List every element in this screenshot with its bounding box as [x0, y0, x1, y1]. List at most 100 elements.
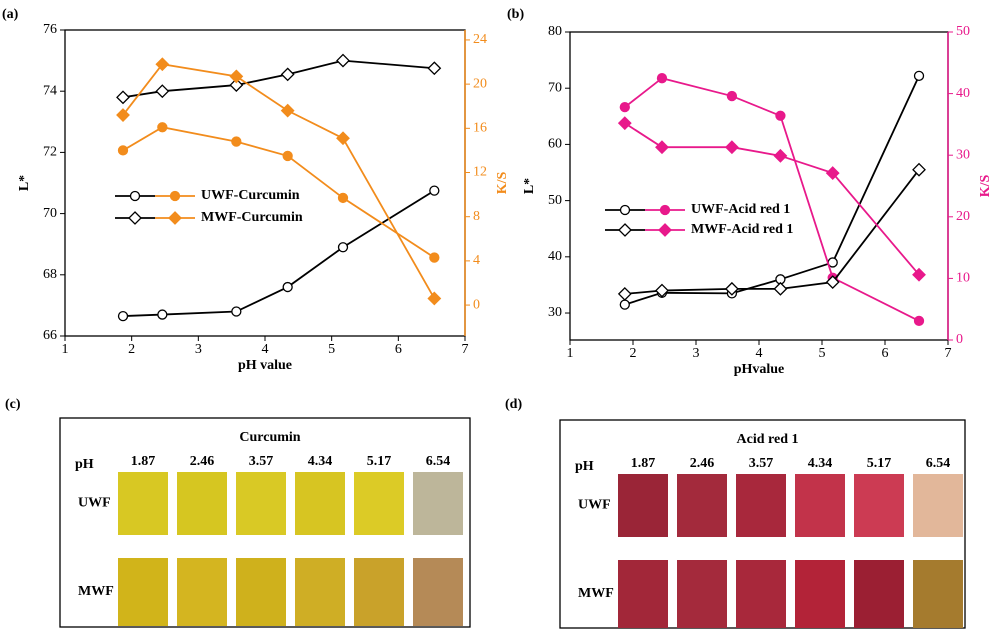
row-label: MWF	[578, 586, 614, 601]
data-point	[427, 61, 442, 76]
swatch	[177, 558, 227, 626]
swatch	[795, 560, 845, 628]
y2-tick-label: 20	[473, 76, 487, 91]
ph-value: 3.57	[749, 456, 774, 471]
data-point	[617, 286, 632, 301]
legend-marker	[129, 190, 141, 202]
y-tick-label: 40	[548, 249, 562, 264]
x-tick-label: 2	[128, 342, 135, 357]
x-tick-label: 1	[567, 346, 574, 361]
series-line	[624, 122, 920, 276]
data-point	[231, 136, 242, 147]
legend-label: MWF-Curcumin	[201, 210, 303, 225]
y-axis-label: L*	[522, 178, 537, 194]
data-point	[336, 53, 350, 68]
x-tick-label: 6	[395, 342, 402, 357]
y-tick-label: 60	[548, 137, 562, 152]
data-point	[229, 78, 244, 92]
swatch	[618, 560, 668, 628]
series-line	[122, 126, 435, 259]
data-point	[280, 103, 295, 118]
y2-tick-label: 16	[473, 121, 487, 136]
data-point	[116, 108, 130, 122]
ph-value: 3.57	[249, 454, 274, 469]
y2-tick-label: 0	[473, 297, 480, 312]
data-point	[655, 283, 669, 298]
data-point	[825, 166, 840, 180]
panel-label: (a)	[2, 7, 19, 22]
legend-marker	[168, 211, 182, 225]
swatch	[177, 472, 227, 535]
y2-tick-label: 50	[956, 24, 970, 39]
data-point	[655, 140, 669, 155]
data-point	[157, 122, 168, 133]
data-point	[429, 252, 440, 263]
series-line	[122, 63, 436, 299]
swatch	[354, 558, 404, 626]
ph-value: 6.54	[426, 454, 451, 469]
legend-marker	[619, 204, 631, 216]
y-tick-label: 70	[43, 206, 57, 221]
row-label: MWF	[78, 584, 114, 599]
legend-label: UWF-Acid red 1	[691, 202, 790, 217]
legend-marker	[618, 223, 632, 237]
x-tick-label: 1	[62, 342, 69, 357]
panel-label: (b)	[507, 7, 524, 22]
swatch	[854, 474, 904, 537]
data-point	[427, 291, 442, 306]
swatch	[118, 558, 168, 626]
data-point	[282, 150, 293, 162]
row-label: UWF	[578, 498, 611, 513]
legend-marker	[128, 211, 142, 225]
swatch	[236, 472, 286, 535]
data-point	[116, 90, 130, 105]
y-tick-label: 50	[548, 193, 562, 208]
swatch	[854, 560, 904, 628]
y2-tick-label: 10	[956, 271, 970, 286]
data-point	[117, 145, 129, 156]
swatch	[413, 472, 463, 535]
x-tick-label: 4	[756, 346, 763, 361]
swatch	[354, 472, 404, 535]
y-tick-label: 70	[548, 80, 562, 95]
ph-value: 4.34	[808, 456, 833, 471]
ph-value: 2.46	[190, 454, 215, 469]
ph-value: 6.54	[926, 456, 951, 471]
swatch	[736, 474, 786, 537]
series-line	[122, 189, 435, 318]
data-point	[775, 110, 786, 121]
legend-label: UWF-Curcumin	[201, 188, 300, 203]
x-tick-label: 4	[262, 342, 269, 357]
data-point	[912, 162, 926, 177]
series-line	[122, 59, 435, 99]
series-line	[624, 77, 920, 322]
y-axis-label: L*	[17, 175, 32, 191]
data-point	[429, 185, 440, 196]
ph-value: 5.17	[367, 454, 392, 469]
x-tick-label: 5	[819, 346, 826, 361]
data-point	[337, 192, 349, 204]
x-axis-label: pHvalue	[734, 362, 785, 377]
ph-value: 1.87	[631, 456, 656, 471]
plot-frame	[64, 29, 466, 337]
data-point	[117, 310, 129, 322]
panel-title: Acid red 1	[737, 432, 799, 447]
data-point	[825, 275, 840, 290]
legend-label: MWF-Acid red 1	[691, 222, 793, 237]
swatch	[795, 474, 845, 537]
y-tick-label: 30	[548, 305, 562, 320]
data-point	[619, 102, 630, 113]
data-point	[231, 306, 242, 317]
data-point	[229, 69, 244, 84]
data-point	[337, 242, 349, 253]
data-point	[913, 70, 925, 81]
panel-label: (c)	[5, 397, 21, 412]
data-point	[280, 67, 295, 82]
y2-tick-label: 40	[956, 86, 970, 101]
series-line	[624, 75, 920, 306]
y-tick-label: 76	[43, 22, 57, 37]
swatch	[118, 472, 168, 535]
y-tick-label: 80	[548, 24, 562, 39]
ph-label: pH	[575, 459, 594, 474]
data-point	[155, 84, 170, 99]
